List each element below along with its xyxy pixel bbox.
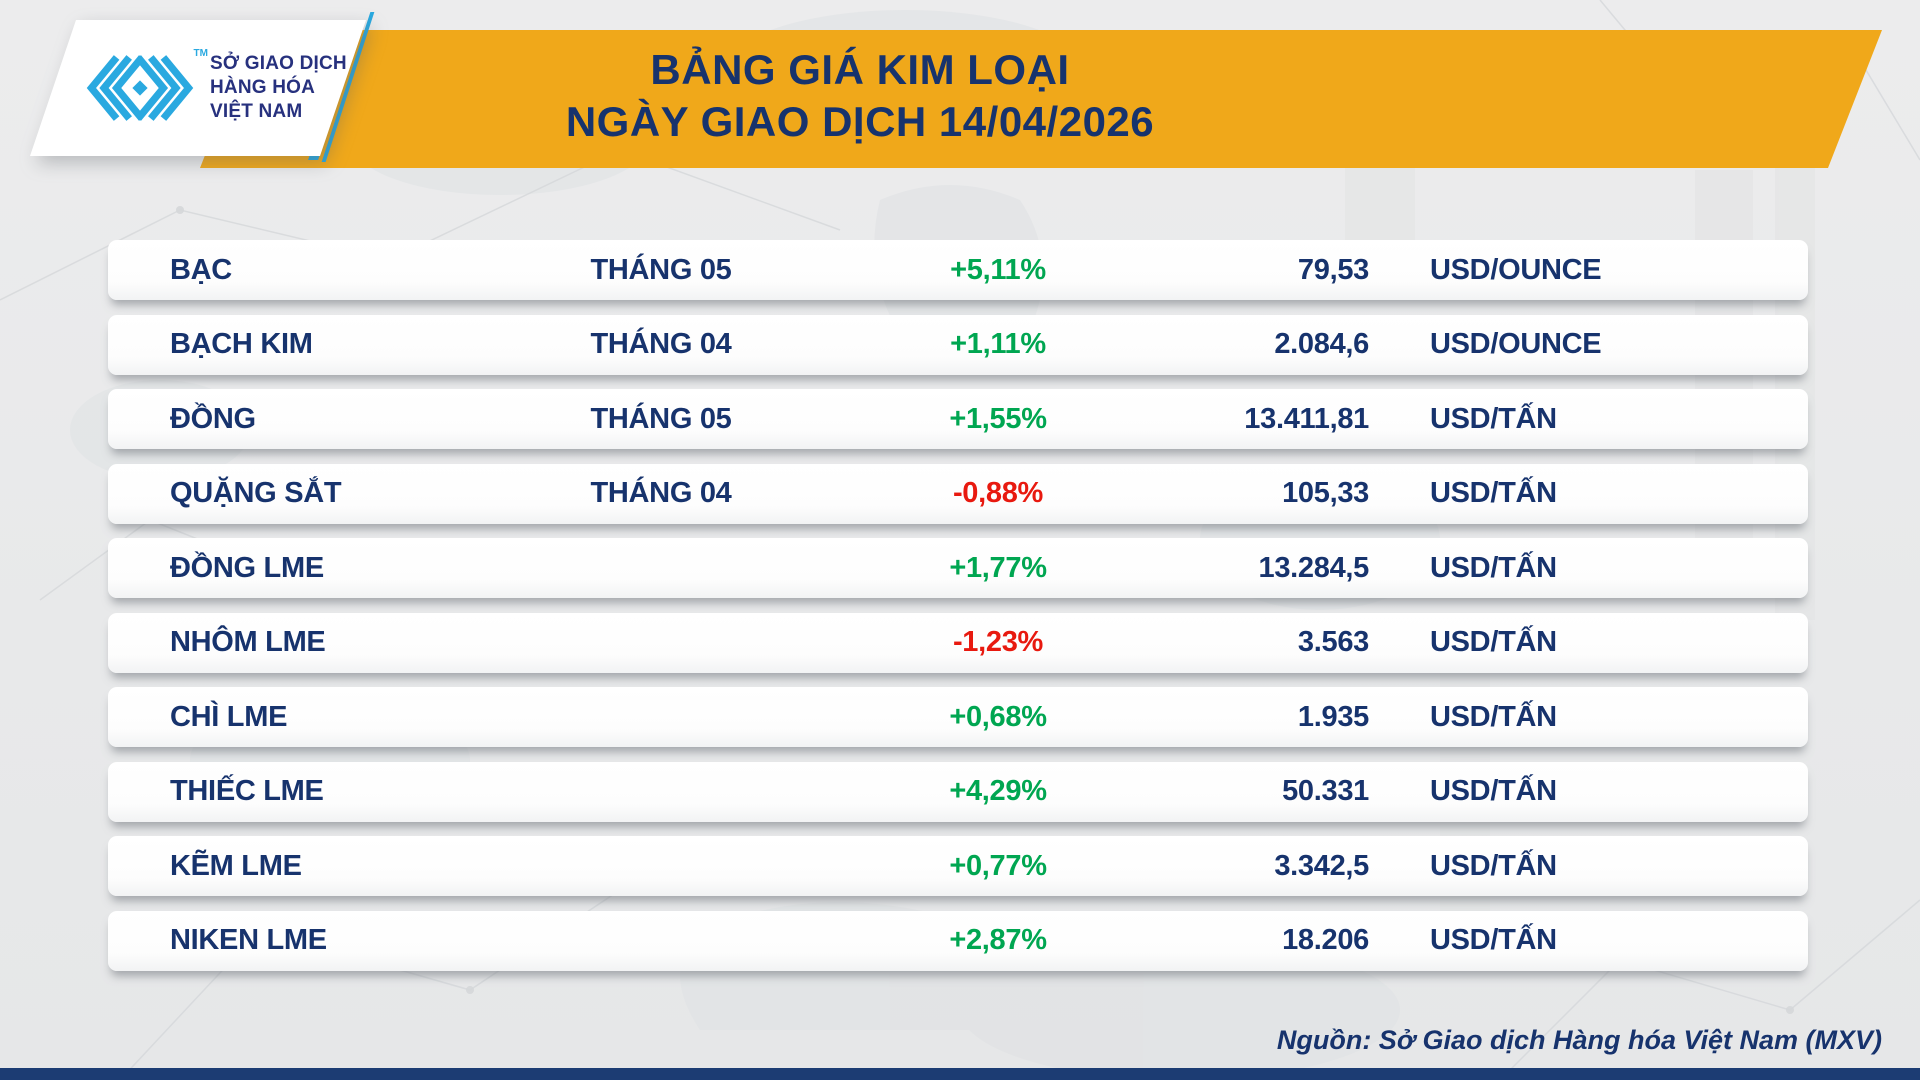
change-percent: -0,88% — [952, 477, 1044, 509]
commodity-name: QUẶNG SẮT — [170, 477, 342, 509]
contract-month: THÁNG 05 — [590, 253, 732, 286]
logo-panel: TM SỞ GIAO DỊCH HÀNG HÓA VIỆT NAM — [30, 20, 366, 156]
mxv-logo-icon: TM — [86, 50, 194, 126]
commodity-name: BẠCH KIM — [170, 328, 313, 360]
commodity-name: ĐỒNG LME — [170, 551, 324, 584]
price-unit: USD/OUNCE — [1430, 328, 1602, 360]
change-percent: +4,29% — [949, 775, 1047, 807]
price-row: THIẾC LME +4,29% 50.331 USD/TẤN — [108, 761, 1808, 822]
price-row: NHÔM LME -1,23% 3.563 USD/TẤN — [108, 612, 1808, 673]
commodity-name: CHÌ LME — [170, 700, 288, 733]
price-unit: USD/TẤN — [1430, 775, 1557, 807]
change-percent: +1,11% — [950, 328, 1046, 360]
change-percent: +0,77% — [949, 849, 1047, 882]
commodity-name: BẠC — [170, 253, 232, 286]
price-unit: USD/TẤN — [1430, 924, 1557, 956]
price-value: 79,53 — [1297, 253, 1369, 286]
commodity-name: NHÔM LME — [170, 626, 326, 658]
price-table: BẠC THÁNG 05 +5,11% 79,53 USD/OUNCE BẠCH… — [108, 240, 1808, 971]
price-row: KẼM LME +0,77% 3.342,5 USD/TẤN — [108, 836, 1808, 896]
price-value: 1.935 — [1297, 700, 1369, 733]
logo-org-name: SỞ GIAO DỊCH HÀNG HÓA VIỆT NAM — [210, 53, 347, 122]
price-value: 2.084,6 — [1274, 328, 1369, 360]
price-row: ĐỒNG THÁNG 05 +1,55% 13.411,81 USD/TẤN — [108, 389, 1808, 449]
commodity-name: KẼM LME — [170, 849, 302, 882]
change-percent: -1,23% — [952, 626, 1044, 658]
trademark-symbol: TM — [193, 48, 208, 59]
price-unit: USD/TẤN — [1430, 849, 1557, 882]
price-row: ĐỒNG LME +1,77% 13.284,5 USD/TẤN — [108, 538, 1808, 598]
change-percent: +2,87% — [949, 924, 1047, 956]
change-percent: +1,55% — [949, 402, 1047, 435]
change-percent: +0,68% — [949, 700, 1047, 733]
price-row: NIKEN LME +2,87% 18.206 USD/TẤN — [108, 910, 1808, 971]
contract-month: THÁNG 04 — [590, 328, 732, 360]
price-value: 13.411,81 — [1244, 402, 1369, 435]
price-value: 3.342,5 — [1274, 849, 1369, 882]
title-line-1: BẢNG GIÁ KIM LOẠI — [650, 46, 1070, 93]
price-value: 105,33 — [1282, 477, 1369, 509]
price-value: 13.284,5 — [1258, 551, 1370, 584]
price-unit: USD/TẤN — [1430, 626, 1557, 658]
contract-month: THÁNG 05 — [590, 402, 732, 435]
page-title: BẢNG GIÁ KIM LOẠI NGÀY GIAO DỊCH 14/04/2… — [430, 44, 1290, 148]
price-value: 3.563 — [1297, 626, 1369, 658]
price-row: BẠC THÁNG 05 +5,11% 79,53 USD/OUNCE — [108, 240, 1808, 300]
source-caption: Nguồn: Sở Giao dịch Hàng hóa Việt Nam (M… — [1276, 1025, 1882, 1055]
contract-month: THÁNG 04 — [590, 477, 732, 509]
price-unit: USD/OUNCE — [1430, 253, 1602, 286]
price-unit: USD/TẤN — [1430, 700, 1557, 733]
price-value: 18.206 — [1282, 924, 1369, 956]
commodity-name: THIẾC LME — [170, 775, 324, 807]
change-percent: +1,77% — [949, 551, 1047, 584]
price-unit: USD/TẤN — [1430, 477, 1557, 509]
change-percent: +5,11% — [950, 253, 1046, 286]
bottom-navy-strip — [0, 1068, 1920, 1080]
price-value: 50.331 — [1282, 775, 1369, 807]
title-line-2: NGÀY GIAO DỊCH 14/04/2026 — [565, 98, 1155, 145]
price-row: QUẶNG SẮT THÁNG 04 -0,88% 105,33 USD/TẤN — [108, 463, 1808, 524]
commodity-name: NIKEN LME — [170, 924, 327, 956]
price-row: BẠCH KIM THÁNG 04 +1,11% 2.084,6 USD/OUN… — [108, 314, 1808, 375]
commodity-name: ĐỒNG — [170, 402, 256, 435]
price-row: CHÌ LME +0,68% 1.935 USD/TẤN — [108, 687, 1808, 747]
price-unit: USD/TẤN — [1430, 551, 1557, 584]
price-unit: USD/TẤN — [1430, 402, 1557, 435]
